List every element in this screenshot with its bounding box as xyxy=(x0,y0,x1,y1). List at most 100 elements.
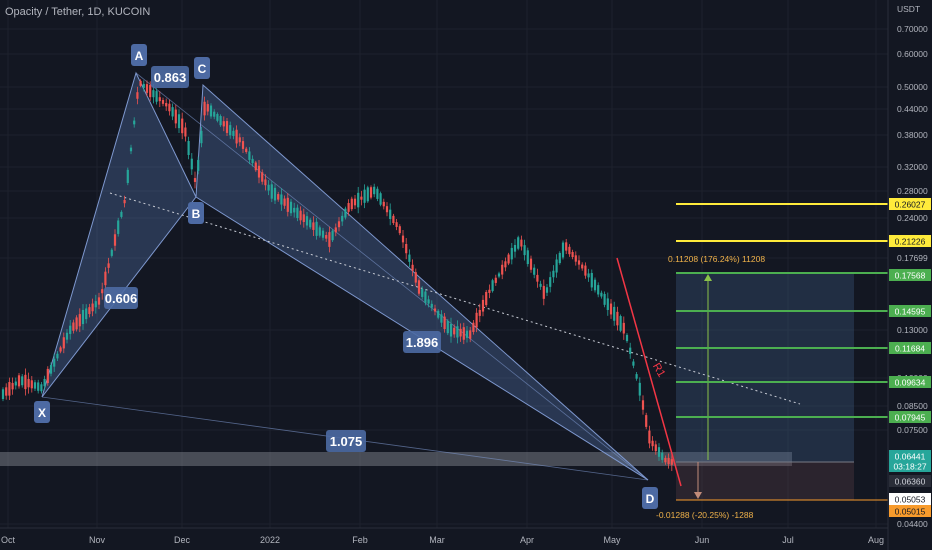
support-zone xyxy=(0,452,792,466)
price-tag-text: 0.06441 xyxy=(895,452,926,462)
candle-body xyxy=(235,129,238,144)
candle-body xyxy=(30,380,33,389)
candle-body xyxy=(264,179,267,186)
candle-body xyxy=(299,210,302,221)
y-tick-label: 0.13000 xyxy=(897,325,928,335)
candle-body xyxy=(341,215,344,222)
candle-body xyxy=(152,90,155,98)
price-tag-target xyxy=(889,411,931,423)
candle-body xyxy=(430,303,433,308)
candle-body xyxy=(651,440,654,447)
candle-body xyxy=(411,264,414,271)
candle-body xyxy=(219,116,222,126)
candle-body xyxy=(353,198,357,206)
candle-body xyxy=(104,271,107,286)
y-tick-label: 0.28000 xyxy=(897,186,928,196)
candle-body xyxy=(641,400,645,410)
candle-body xyxy=(424,291,427,303)
candle-body xyxy=(293,207,296,213)
x-tick-label: Aug xyxy=(868,535,884,545)
candle-body xyxy=(110,249,113,256)
pattern-point-labels: X A B C D xyxy=(34,44,658,509)
dotted-trendline xyxy=(109,192,801,405)
candle-body xyxy=(385,206,389,213)
candle-body xyxy=(523,245,526,256)
candle-body xyxy=(657,447,661,457)
price-tag-countdown xyxy=(889,460,931,472)
candle-body xyxy=(491,280,494,292)
candle-body xyxy=(449,323,453,337)
candle-body xyxy=(481,299,485,312)
ratio-badge-1 xyxy=(104,287,138,309)
candle-body xyxy=(46,368,49,384)
candle-body xyxy=(475,312,478,328)
candle-body xyxy=(510,247,513,260)
price-tag-stop-alt xyxy=(889,505,931,517)
price-tag-text: 0.07945 xyxy=(895,413,926,423)
x-tick-label: Nov xyxy=(89,535,106,545)
candle-body xyxy=(328,232,331,247)
candle-body xyxy=(200,130,203,144)
point-badge-a xyxy=(131,44,147,66)
price-tag-target xyxy=(889,305,931,317)
y-tick-label: 0.60000 xyxy=(897,49,928,59)
point-badge-d xyxy=(642,487,658,509)
candle-body xyxy=(421,288,424,297)
candle-body xyxy=(49,365,53,374)
price-tags: 0.26027 0.21226 0.17568 0.14595 0.11684 0.096… xyxy=(889,198,931,517)
candle-body xyxy=(158,97,161,102)
candle-body xyxy=(206,104,209,112)
candle-body xyxy=(232,130,235,136)
candle-body xyxy=(574,255,577,262)
point-label-d: D xyxy=(646,492,655,506)
x-tick-labels[interactable]: Oct Nov Dec 2022 Feb Mar Apr May Jun Jul Aug xyxy=(1,535,884,545)
candle-body xyxy=(27,378,30,388)
candle-body xyxy=(661,452,664,460)
candle-body xyxy=(670,459,673,465)
candle-body xyxy=(577,260,581,265)
candle-body xyxy=(277,194,280,200)
candle-body xyxy=(193,178,197,182)
candle-body xyxy=(142,83,145,88)
candle-body xyxy=(565,242,568,251)
candle-body xyxy=(635,374,638,379)
candle-body xyxy=(37,382,40,391)
ratio-badge-3 xyxy=(403,331,441,353)
candle-body xyxy=(56,353,59,359)
candle-body xyxy=(462,327,465,340)
candle-body xyxy=(453,327,456,335)
candle-body xyxy=(309,219,312,228)
candle-body xyxy=(549,277,552,287)
candle-body xyxy=(251,158,254,164)
candle-body xyxy=(222,121,225,127)
candle-body xyxy=(190,158,193,170)
candle-body xyxy=(417,280,421,294)
candle-body xyxy=(344,208,347,218)
candle-body xyxy=(619,316,622,331)
chart-title: Opacity / Tether, 1D, KUCOIN xyxy=(5,6,151,18)
candle-body xyxy=(571,252,574,257)
price-tag-text: 0.05053 xyxy=(895,495,926,505)
candle-body xyxy=(555,259,558,273)
candle-body xyxy=(600,292,603,297)
candle-body xyxy=(437,310,440,318)
candle-body xyxy=(357,192,360,208)
candle-body xyxy=(507,254,510,264)
x-tick-label: Mar xyxy=(429,535,445,545)
candle-body xyxy=(238,137,241,143)
price-tag-text: 0.21226 xyxy=(895,237,926,247)
y-tick-label: 0.24000 xyxy=(897,213,928,223)
candle-body xyxy=(72,322,75,331)
candle-body xyxy=(69,325,72,334)
candle-body xyxy=(440,314,443,323)
candle-body xyxy=(270,184,273,199)
candle-body xyxy=(267,184,270,191)
candle-body xyxy=(101,289,104,294)
candle-body xyxy=(485,292,488,306)
candle-body xyxy=(513,245,517,252)
candle-body xyxy=(213,111,216,117)
candle-body xyxy=(382,201,385,207)
candle-body xyxy=(181,118,184,134)
